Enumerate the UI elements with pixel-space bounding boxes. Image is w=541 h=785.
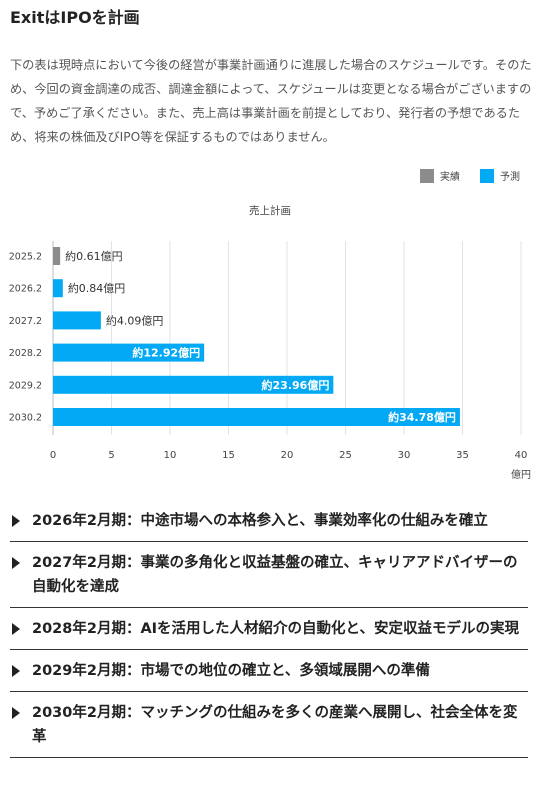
x-axis-unit: 億円 <box>511 468 531 481</box>
page-title: ExitはIPOを計画 <box>10 8 140 27</box>
milestone-list: 2026年2月期：中途市場への本格参入と、事業効率化の仕組みを確立 2027年2… <box>10 500 528 758</box>
triangle-bullet-icon <box>12 665 20 677</box>
bar <box>53 311 101 330</box>
bar-data-label: 約34.78億円 <box>388 410 456 424</box>
bar-data-label: 約23.96億円 <box>262 378 330 392</box>
y-category-label: 2028.2 <box>9 348 42 359</box>
milestone-item: 2026年2月期：中途市場への本格参入と、事業効率化の仕組みを確立 <box>10 500 528 542</box>
x-tick-label: 35 <box>456 450 469 461</box>
milestone-text: 2030年2月期：マッチングの仕組みを多くの産業へ展開し、社会全体を変革 <box>32 705 518 745</box>
y-category-label: 2030.2 <box>9 413 42 424</box>
legend-item-actual: 実績 <box>420 168 460 183</box>
triangle-bullet-icon <box>12 623 20 635</box>
milestone-text: 2026年2月期：中途市場への本格参入と、事業効率化の仕組みを確立 <box>32 513 488 529</box>
x-tick-label: 0 <box>50 450 56 461</box>
sales-plan-chart: 売上計画 0 5 10 15 20 25 30 35 40 億円 2025.2 約0.61億円 2026.… <box>9 204 531 481</box>
milestone-item: 2029年2月期：市場での地位の確立と、多領域展開への準備 <box>10 650 528 692</box>
y-category-label: 2029.2 <box>9 380 42 391</box>
legend-label-actual: 実績 <box>440 172 460 183</box>
x-tick-label: 5 <box>108 450 114 461</box>
bar <box>53 408 460 426</box>
bar <box>53 279 63 298</box>
y-category-label: 2026.2 <box>9 284 42 295</box>
triangle-bullet-icon <box>12 557 20 569</box>
y-category-label: 2027.2 <box>9 316 42 327</box>
y-category-label: 2025.2 <box>9 252 42 263</box>
bar <box>53 247 61 265</box>
legend-label-forecast: 予測 <box>500 172 520 183</box>
legend-item-forecast: 予測 <box>480 168 520 183</box>
milestone-item: 2030年2月期：マッチングの仕組みを多くの産業へ展開し、社会全体を変革 <box>10 692 528 758</box>
x-tick-label: 30 <box>398 450 411 461</box>
bar-data-label: 約12.92億円 <box>132 346 200 360</box>
legend-swatch-forecast <box>480 168 494 183</box>
x-tick-label: 15 <box>222 450 235 461</box>
x-tick-label: 25 <box>339 450 352 461</box>
milestone-text: 2029年2月期：市場での地位の確立と、多領域展開への準備 <box>32 663 430 679</box>
bar <box>53 375 334 394</box>
x-tick-label: 40 <box>515 450 528 461</box>
x-tick-label: 10 <box>164 450 177 461</box>
bar-data-label: 約4.09億円 <box>106 313 164 327</box>
triangle-bullet-icon <box>12 707 20 719</box>
milestone-item: 2027年2月期：事業の多角化と収益基盤の確立、キャリアアドバイザーの自動化を達… <box>10 542 528 608</box>
chart-title: 売上計画 <box>249 204 291 217</box>
intro-text: 下の表は現時点において今後の経営が事業計画通りに進展した場合のスケジュールです。… <box>10 58 532 144</box>
bar-data-label: 約0.61億円 <box>65 249 123 263</box>
milestone-text: 2028年2月期：AIを活用した人材紹介の自動化と、安定収益モデルの実現 <box>32 621 519 637</box>
triangle-bullet-icon <box>12 515 20 527</box>
legend-swatch-actual <box>420 168 434 183</box>
x-tick-label: 20 <box>281 450 294 461</box>
bar <box>53 343 205 362</box>
milestone-text: 2027年2月期：事業の多角化と収益基盤の確立、キャリアアドバイザーの自動化を達… <box>32 555 518 595</box>
milestone-item: 2028年2月期：AIを活用した人材紹介の自動化と、安定収益モデルの実現 <box>10 608 528 650</box>
bar-data-label: 約0.84億円 <box>68 281 126 295</box>
